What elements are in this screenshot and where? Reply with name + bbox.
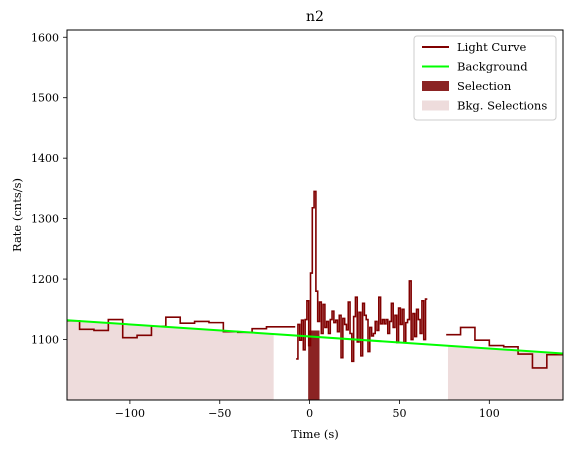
legend-label: Background (457, 60, 528, 74)
background-line (67, 319, 563, 355)
x-tick-label: −50 (208, 407, 231, 420)
plot-frame (66, 29, 564, 401)
y-tick-label: 1600 (31, 31, 59, 44)
legend-swatch (422, 81, 449, 91)
chart-title: n2 (306, 9, 324, 25)
y-axis: 1100 1200 1300 1400 1500 1600 (31, 31, 67, 347)
bkg-selection-region (67, 320, 274, 400)
light-curve-segment (446, 326, 563, 369)
legend-label: Bkg. Selections (457, 99, 547, 113)
x-tick-label: −100 (115, 407, 145, 420)
plot-area (67, 190, 563, 400)
x-tick-label: 0 (306, 407, 313, 420)
x-axis: −100 −50 0 50 100 (115, 400, 500, 420)
x-axis-label: Time (s) (291, 427, 339, 441)
y-tick-label: 1100 (31, 334, 59, 347)
y-tick-label: 1200 (31, 273, 59, 286)
legend: Light Curve Background Selection Bkg. Selec… (413, 35, 557, 121)
x-tick-label: 100 (479, 407, 500, 420)
legend-swatch (422, 100, 449, 111)
selection-region (308, 330, 320, 400)
y-tick-label: 1300 (31, 213, 59, 226)
legend-label: Selection (457, 79, 512, 93)
x-tick-label: 50 (392, 407, 406, 420)
y-tick-label: 1400 (31, 152, 59, 165)
y-axis-label: Rate (cnts/s) (10, 178, 24, 252)
y-tick-label: 1500 (31, 92, 59, 105)
bkg-selection-region (447, 345, 563, 400)
legend-label: Light Curve (457, 40, 527, 54)
legend-box (413, 35, 557, 121)
